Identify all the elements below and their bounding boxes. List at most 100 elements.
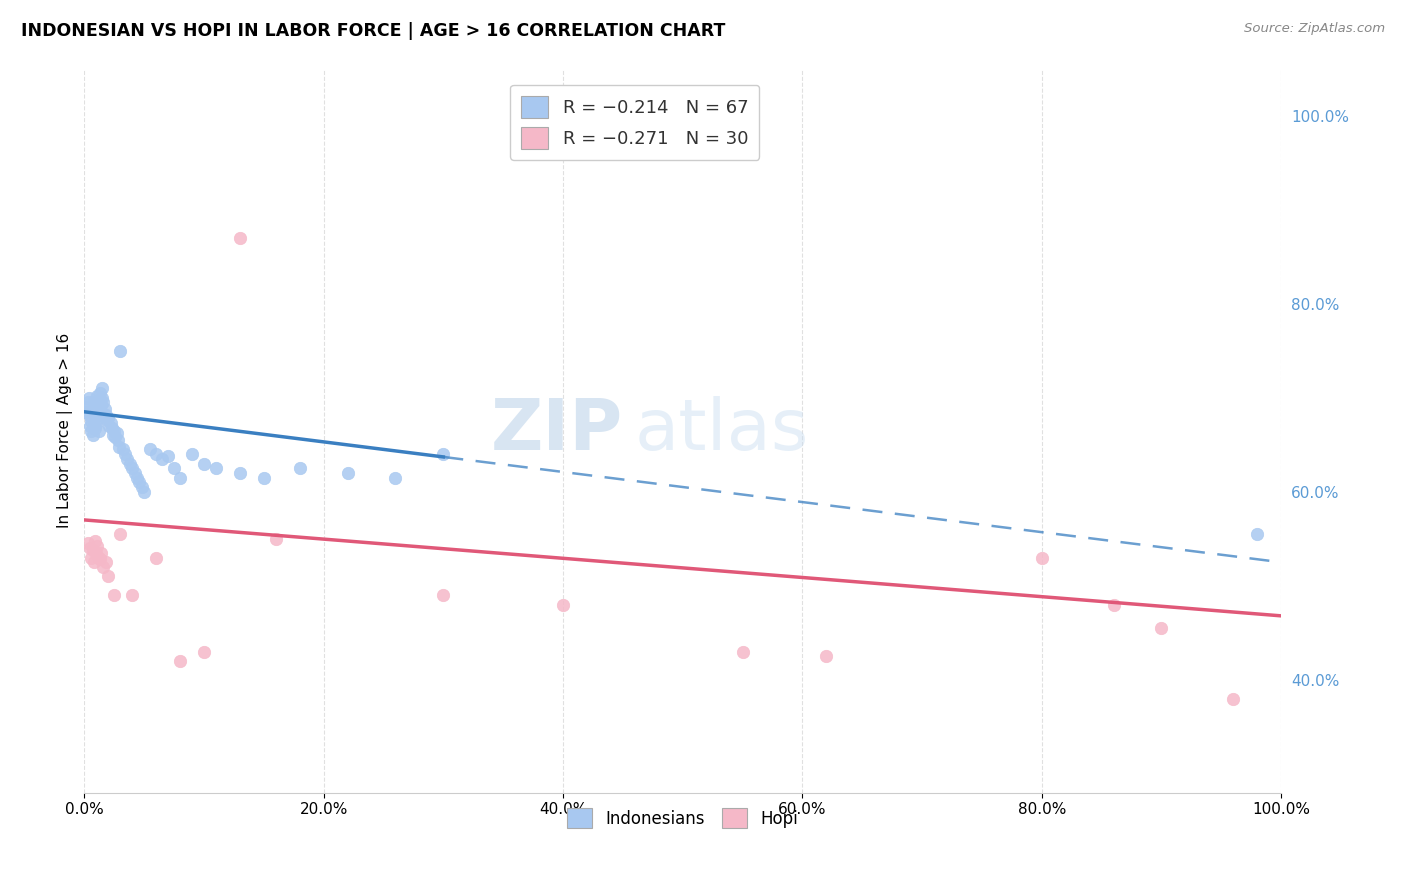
Point xyxy=(84,421,107,435)
Point xyxy=(86,539,108,553)
Point xyxy=(131,480,153,494)
Point xyxy=(91,391,114,405)
Point xyxy=(77,536,100,550)
Point xyxy=(98,418,121,433)
Point xyxy=(97,569,120,583)
Point xyxy=(193,644,215,658)
Point xyxy=(82,543,104,558)
Point xyxy=(111,442,134,457)
Point xyxy=(1222,691,1244,706)
Point xyxy=(169,654,191,668)
Point xyxy=(87,411,110,425)
Point xyxy=(90,405,112,419)
Point xyxy=(103,588,125,602)
Point xyxy=(101,421,124,435)
Point xyxy=(193,457,215,471)
Point xyxy=(108,440,131,454)
Point xyxy=(731,644,754,658)
Point xyxy=(93,401,115,416)
Point xyxy=(108,527,131,541)
Point xyxy=(253,470,276,484)
Point xyxy=(105,426,128,441)
Text: atlas: atlas xyxy=(636,396,810,465)
Point xyxy=(84,533,107,548)
Point xyxy=(91,381,114,395)
Point xyxy=(181,447,204,461)
Point xyxy=(90,546,112,560)
Point xyxy=(77,391,100,405)
Point xyxy=(77,395,100,409)
Point xyxy=(89,392,111,407)
Point xyxy=(128,475,150,490)
Point xyxy=(121,461,143,475)
Point xyxy=(107,433,129,447)
Point xyxy=(100,416,122,430)
Point xyxy=(121,588,143,602)
Point xyxy=(264,532,287,546)
Point xyxy=(86,395,108,409)
Point xyxy=(94,555,117,569)
Text: INDONESIAN VS HOPI IN LABOR FORCE | AGE > 16 CORRELATION CHART: INDONESIAN VS HOPI IN LABOR FORCE | AGE … xyxy=(21,22,725,40)
Point xyxy=(108,343,131,358)
Point xyxy=(79,418,101,433)
Point xyxy=(150,451,173,466)
Point xyxy=(432,447,454,461)
Point xyxy=(229,466,252,480)
Point xyxy=(75,405,97,419)
Point xyxy=(229,231,252,245)
Point xyxy=(84,409,107,424)
Point xyxy=(90,398,112,412)
Point xyxy=(83,418,105,433)
Point xyxy=(124,466,146,480)
Point xyxy=(815,649,838,664)
Point xyxy=(1150,621,1173,635)
Point xyxy=(432,588,454,602)
Point xyxy=(134,484,156,499)
Point xyxy=(205,461,228,475)
Point xyxy=(82,405,104,419)
Point xyxy=(80,424,103,438)
Point xyxy=(93,395,115,409)
Point xyxy=(118,457,141,471)
Point xyxy=(336,466,359,480)
Y-axis label: In Labor Force | Age > 16: In Labor Force | Age > 16 xyxy=(58,333,73,528)
Point xyxy=(145,550,167,565)
Point xyxy=(288,461,311,475)
Point xyxy=(79,409,101,424)
Point xyxy=(84,546,107,560)
Point xyxy=(114,447,136,461)
Point xyxy=(104,430,127,444)
Point xyxy=(89,552,111,566)
Point xyxy=(139,442,162,457)
Legend: Indonesians, Hopi: Indonesians, Hopi xyxy=(561,801,804,835)
Text: Source: ZipAtlas.com: Source: ZipAtlas.com xyxy=(1244,22,1385,36)
Point xyxy=(169,470,191,484)
Point xyxy=(84,417,107,431)
Point xyxy=(89,386,111,401)
Point xyxy=(1102,598,1125,612)
Point xyxy=(163,461,186,475)
Point xyxy=(145,447,167,461)
Point xyxy=(96,413,118,427)
Point xyxy=(1246,527,1268,541)
Point xyxy=(117,451,139,466)
Point xyxy=(94,408,117,422)
Point xyxy=(97,411,120,425)
Point xyxy=(101,428,124,442)
Point xyxy=(80,414,103,428)
Point xyxy=(87,424,110,438)
Point xyxy=(1031,550,1053,565)
Point xyxy=(76,400,98,414)
Point xyxy=(87,550,110,565)
Point xyxy=(84,400,107,414)
Point xyxy=(83,395,105,409)
Text: ZIP: ZIP xyxy=(491,396,623,465)
Point xyxy=(384,470,406,484)
Point xyxy=(86,389,108,403)
Point xyxy=(80,550,103,565)
Point xyxy=(125,470,148,484)
Point xyxy=(157,449,180,463)
Point xyxy=(551,598,574,612)
Point xyxy=(93,560,115,574)
Point xyxy=(82,428,104,442)
